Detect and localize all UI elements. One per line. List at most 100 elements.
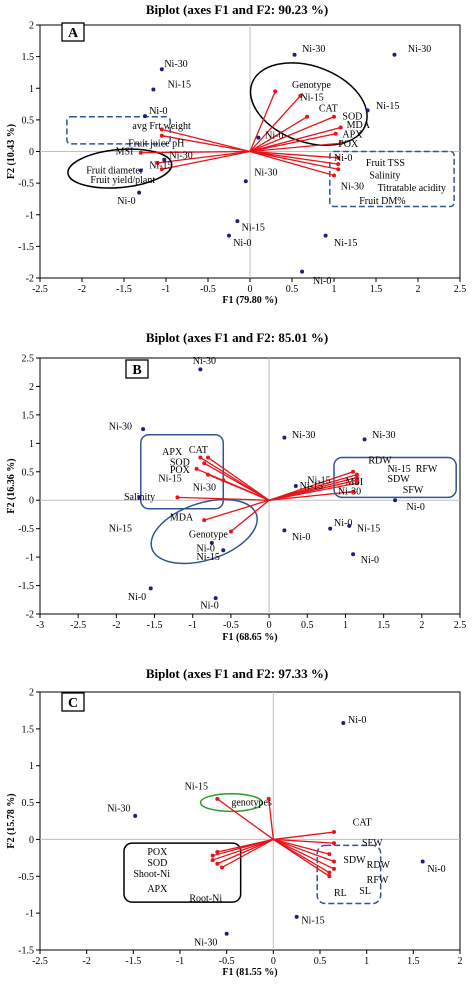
variable-vector-tip xyxy=(194,466,199,471)
x-tick-label: 1 xyxy=(343,620,348,631)
x-tick-label: 1 xyxy=(364,956,369,967)
observation-point xyxy=(293,484,298,488)
observation-point xyxy=(213,596,218,601)
x-tick-label: 1.5 xyxy=(370,284,383,295)
x-tick-label: 2.5 xyxy=(454,620,467,631)
variable-vector xyxy=(273,838,335,844)
variable-label: avg Frt weight xyxy=(132,121,191,132)
x-tick-label: -3 xyxy=(36,620,44,631)
panel-tag-box xyxy=(125,359,149,379)
panel-tag: C xyxy=(68,696,78,711)
variable-vector-tip xyxy=(215,796,220,801)
observation-point xyxy=(256,135,261,140)
observation-label: Ni-30 xyxy=(194,938,217,949)
variable-vector xyxy=(268,798,274,840)
plot-frame xyxy=(39,357,461,615)
variable-vector-tip xyxy=(336,167,341,172)
variable-vector xyxy=(273,838,335,870)
observation-label: Ni-30 xyxy=(193,356,216,367)
observation-label: Ni-15 xyxy=(334,238,357,249)
observation-label: Ni-30 xyxy=(164,59,187,70)
variable-vector xyxy=(249,133,336,153)
observation-point xyxy=(328,526,333,531)
variable-label: RDW xyxy=(368,455,392,466)
group-box xyxy=(329,150,455,208)
observation-label: Ni-15 xyxy=(109,524,132,535)
y-tick-label: 1.5 xyxy=(22,724,35,735)
y-tick-label: 0 xyxy=(29,496,34,507)
x-tick-label: 0 xyxy=(248,284,253,295)
observation-point xyxy=(292,52,297,57)
variable-vector xyxy=(203,499,270,521)
y-tick-label: 0 xyxy=(29,147,34,158)
variable-label: APX xyxy=(342,129,363,140)
variable-vector-tip xyxy=(354,475,359,480)
observation-label: Ni-30 xyxy=(254,167,277,178)
observation-point xyxy=(227,233,231,238)
variable-label: SDW xyxy=(343,855,366,866)
observation-label: Ni-0 xyxy=(265,131,283,142)
observation-point xyxy=(141,427,146,432)
variable-vector xyxy=(272,838,330,877)
x-tick-label: -2.5 xyxy=(32,956,48,967)
chart-title: Biplot (axes F1 and F2: 85.01 %) xyxy=(146,330,328,345)
observation-point xyxy=(243,179,248,184)
variable-vector-tip xyxy=(198,455,203,460)
variable-label: Ni-15 xyxy=(300,93,323,104)
variable-label: RL xyxy=(334,888,347,899)
x-tick-label: -2 xyxy=(82,956,90,967)
observation-point xyxy=(323,233,328,238)
x-tick-label: 1.5 xyxy=(377,620,390,631)
variable-label: POX xyxy=(170,465,191,476)
variable-label: Fruit DM% xyxy=(359,196,405,207)
observation-point xyxy=(294,914,299,919)
variable-vector xyxy=(212,838,274,857)
observation-label: Ni-15 xyxy=(376,101,399,112)
x-tick-label: -1 xyxy=(162,284,170,295)
x-tick-label: 1.5 xyxy=(407,956,420,967)
variable-vector xyxy=(249,116,335,153)
observation-point xyxy=(138,168,143,173)
variable-vector xyxy=(157,150,251,164)
variable-label: APX xyxy=(147,884,168,895)
observation-point xyxy=(151,87,156,92)
observation-label: Ni-15 xyxy=(307,475,330,486)
observation-label: Ni-0 xyxy=(407,502,425,513)
variable-vector xyxy=(249,150,339,170)
observation-label: Ni-0 xyxy=(292,532,310,543)
observation-point xyxy=(347,523,352,528)
observation-point xyxy=(209,540,214,545)
observation-label: Ni-0 xyxy=(200,600,218,611)
variable-label: SL xyxy=(359,886,371,897)
observation-label: Ni-30 xyxy=(302,44,325,55)
x-tick-label: -1.5 xyxy=(116,284,132,295)
variable-vector-tip xyxy=(327,874,332,879)
variable-label: SDW xyxy=(387,474,410,485)
y-tick-label: 0.5 xyxy=(22,798,35,809)
variable-label: RDW xyxy=(367,860,391,871)
variable-vector-tip xyxy=(202,518,207,523)
y-tick-label: 1 xyxy=(29,439,34,450)
variable-vector-tip xyxy=(159,133,164,138)
observation-label: Ni-0 xyxy=(427,864,445,875)
y-tick-label: -2 xyxy=(26,274,34,285)
variable-vector xyxy=(223,479,270,501)
panel-c: Biplot (axes F1 and F2: 97.33 %) -2.5 -2 -1… xyxy=(6,666,463,978)
observation-point xyxy=(341,720,346,725)
observation-point xyxy=(282,528,287,533)
y-axis-label: F2 (16.36 %) xyxy=(6,458,17,513)
variable-label: genotypes xyxy=(231,798,272,809)
variable-vector-tip xyxy=(228,529,233,534)
y-tick-label: -2 xyxy=(26,610,34,621)
variable-vector-tip xyxy=(155,160,160,165)
variable-vector-tip xyxy=(206,472,210,477)
variable-vector-tip xyxy=(332,841,336,846)
variable-vector-tip xyxy=(266,796,271,801)
variable-label: Fruit TSS xyxy=(366,158,405,169)
observation-label: Ni-15 xyxy=(149,160,172,171)
variable-label: Ni-15 xyxy=(185,781,208,792)
observation-label: Ni-30 xyxy=(338,487,361,498)
variable-vector xyxy=(249,91,276,152)
variable-vector-tip xyxy=(332,866,336,871)
